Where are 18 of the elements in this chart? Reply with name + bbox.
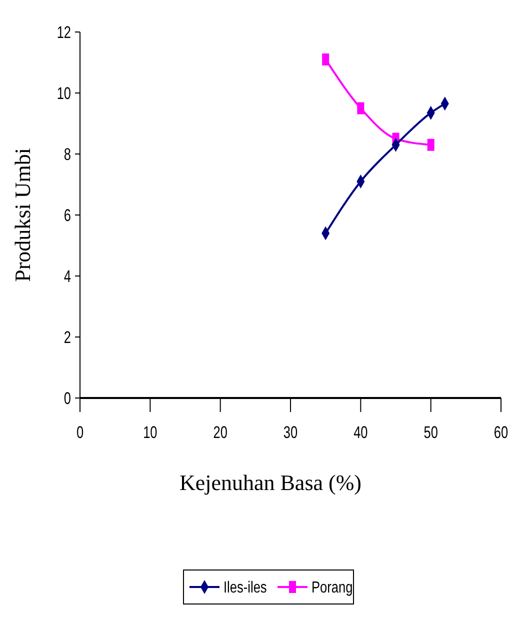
x-tick-label: 40 xyxy=(354,423,368,443)
legend-label: Porang xyxy=(312,579,353,598)
x-axis-title: Kejenuhan Basa (%) xyxy=(179,470,362,495)
x-tick-label: 60 xyxy=(494,423,508,443)
y-tick-label: 8 xyxy=(64,145,71,164)
x-tick-label: 50 xyxy=(424,423,438,443)
x-tick-label: 10 xyxy=(143,423,158,443)
y-tick-label: 10 xyxy=(56,84,71,104)
y-axis-title: Produksi Umbi xyxy=(10,148,35,282)
x-tick-label: 20 xyxy=(213,423,228,443)
y-tick-label: 12 xyxy=(56,23,71,42)
y-tick-label: 2 xyxy=(64,328,71,348)
y-tick-label: 0 xyxy=(64,389,71,408)
y-tick-label: 4 xyxy=(64,267,71,286)
legend-label: Iles-iles xyxy=(224,579,267,598)
x-tick-label: 0 xyxy=(76,423,84,443)
y-tick-label: 6 xyxy=(64,206,71,226)
x-tick-label: 30 xyxy=(283,423,298,443)
